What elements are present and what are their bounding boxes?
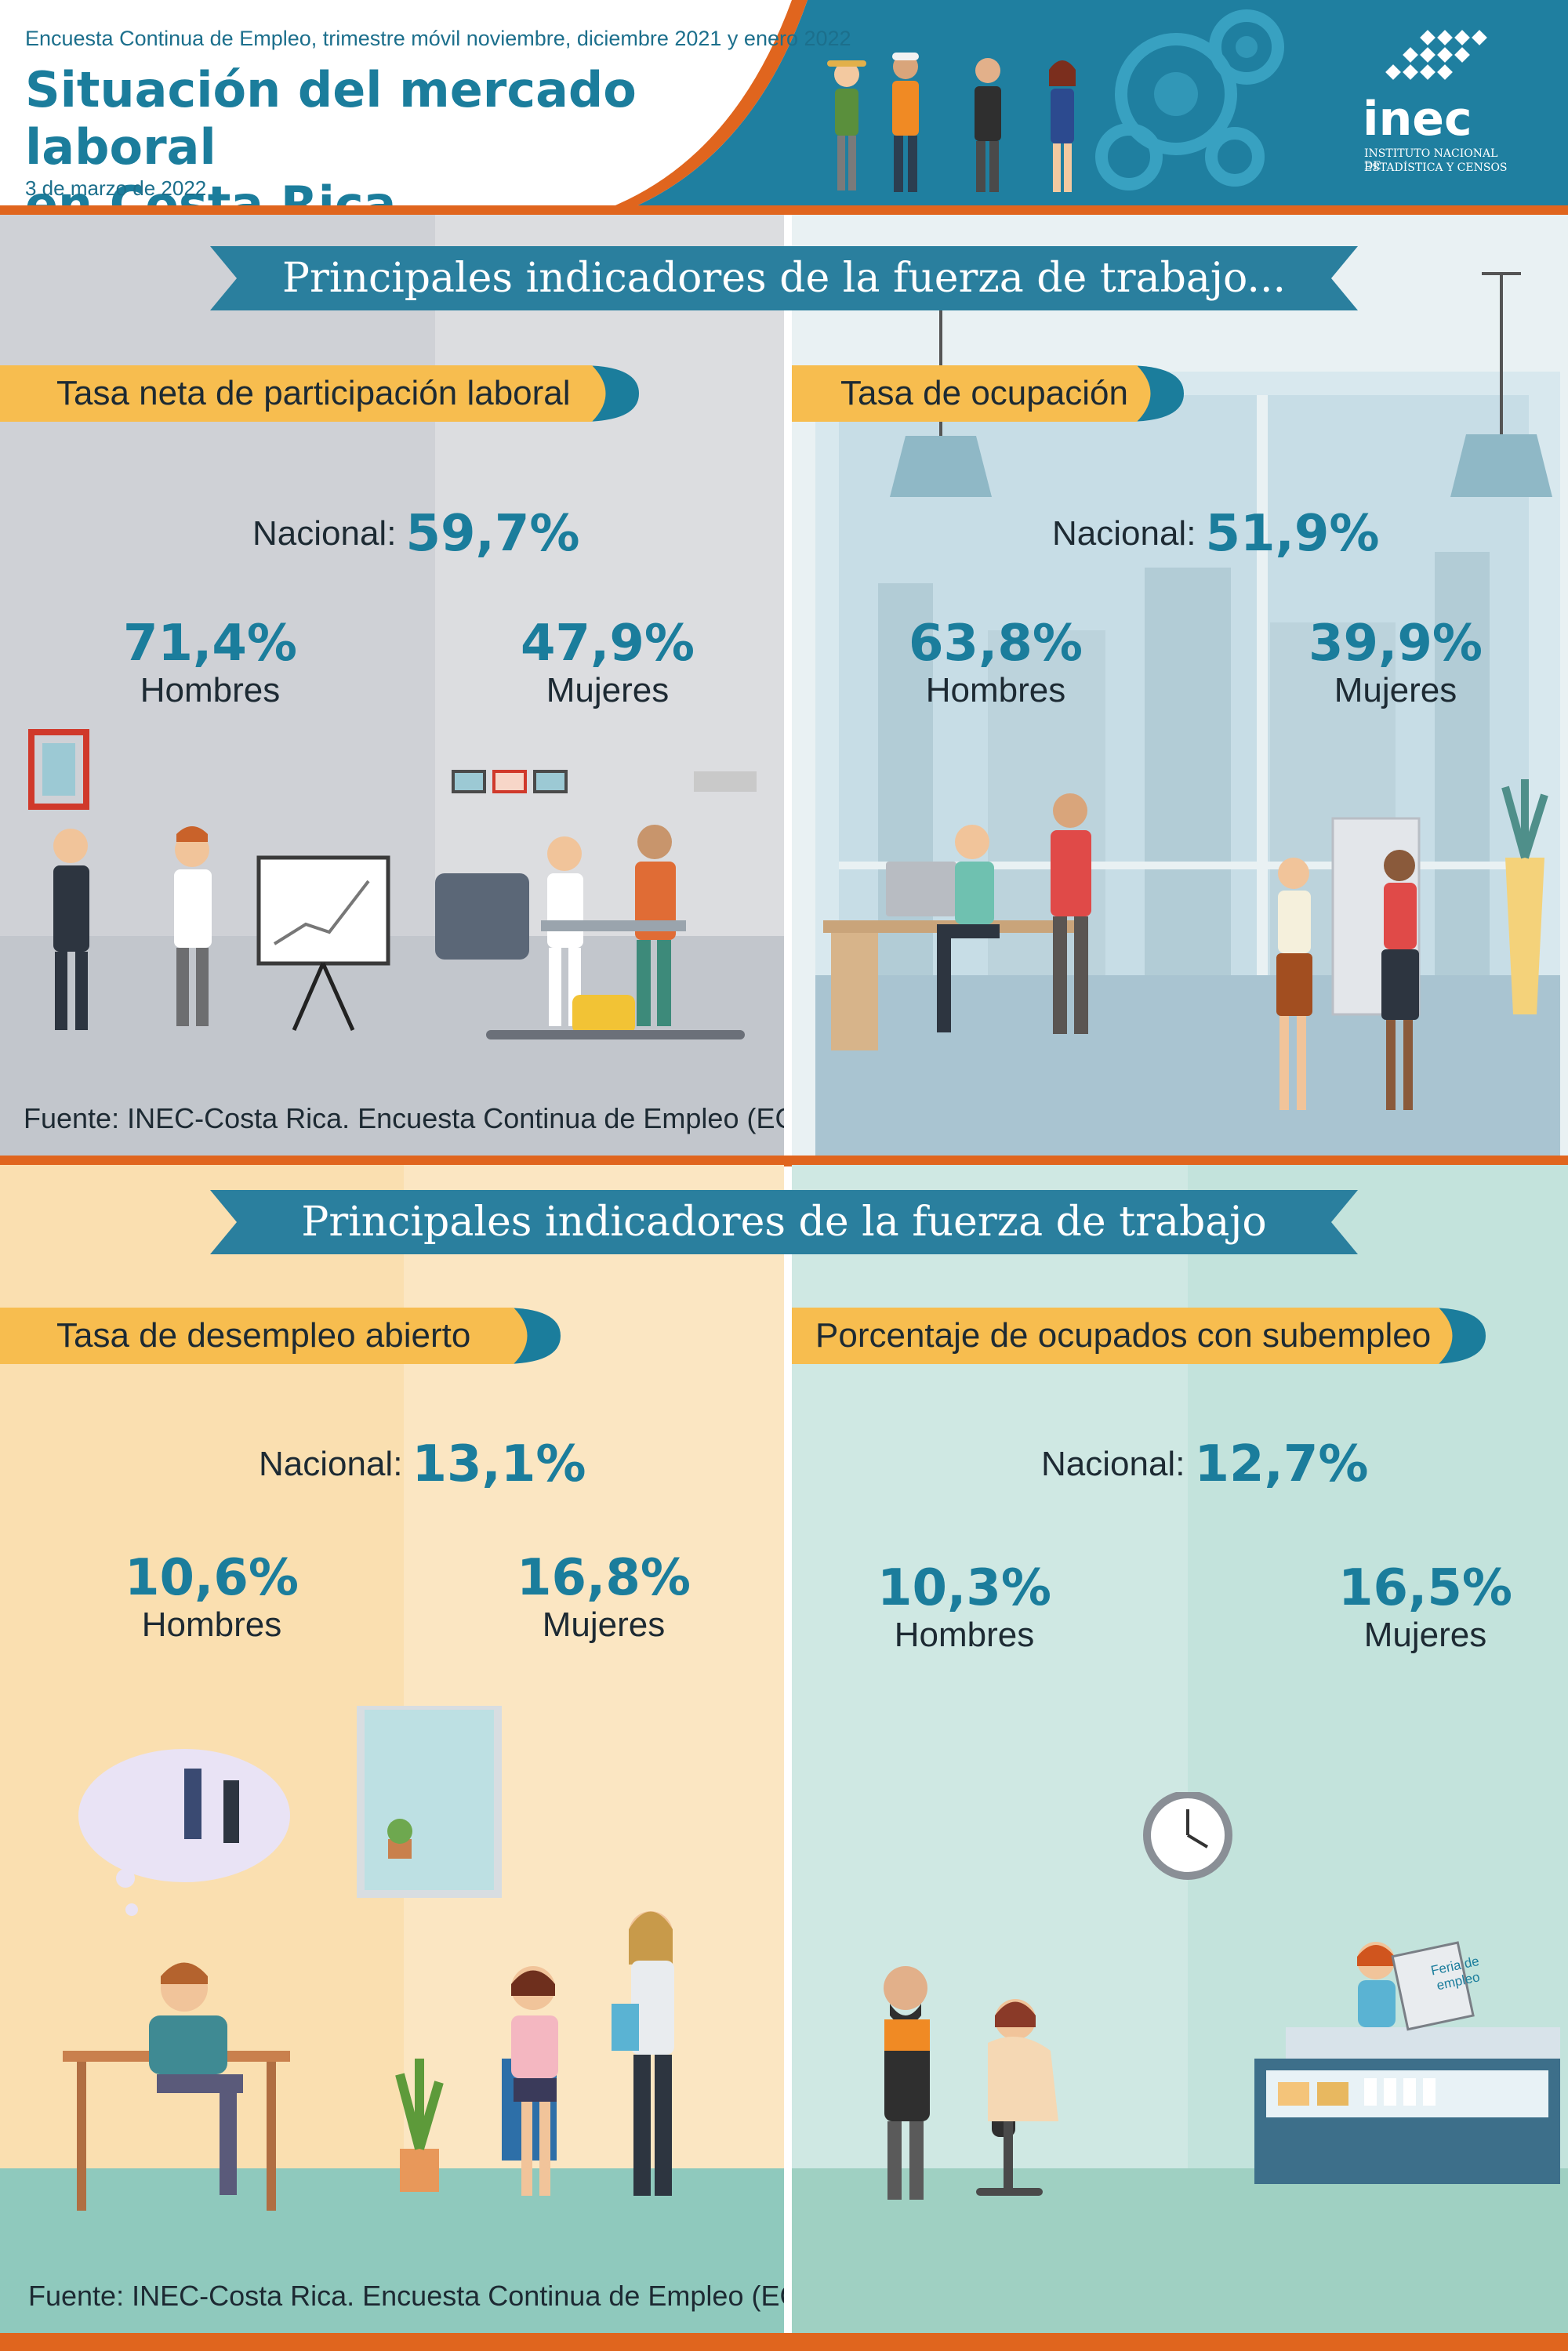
section-banner-top: Principales indicadores de la fuerza de … — [210, 246, 1358, 310]
source-note-top: Fuente: INEC-Costa Rica. Encuesta Contin… — [24, 1102, 784, 1134]
desempleo-nacional-value: 13,1% — [412, 1435, 586, 1493]
tag-subempleo: Porcentaje de ocupados con subempleo — [792, 1308, 1486, 1364]
desempleo-hombres: 10,6% Hombres — [86, 1553, 337, 1646]
participacion-hombres-value: 71,4% — [122, 615, 298, 673]
panel-desempleo: Tasa de desempleo abierto Nacional: 13,1%… — [0, 1165, 784, 2333]
inec-logo-sub1: INSTITUTO NACIONAL DE — [1364, 147, 1498, 172]
subempleo-mujeres-label: Mujeres — [1363, 1616, 1487, 1654]
title-line-2: en Costa Rica — [25, 176, 397, 210]
tag-desempleo: Tasa de desempleo abierto — [0, 1308, 561, 1364]
participacion-mujeres-value: 47,9% — [520, 615, 695, 673]
title-line-1: Situación del mercado laboral — [25, 61, 637, 176]
desempleo-nacional: Nacional: 13,1% — [259, 1435, 586, 1493]
panel-subempleo: Porcentaje de ocupados con subempleo Nac… — [792, 1165, 1568, 2333]
ocupacion-mujeres-value: 39,9% — [1308, 615, 1483, 673]
header-background — [604, 0, 1568, 210]
inec-logo-word: inec — [1363, 92, 1472, 147]
desempleo-mujeres: 16,8% Mujeres — [478, 1553, 729, 1646]
section-banner-bottom-label: Principales indicadores de la fuerza de … — [301, 1199, 1267, 1246]
participacion-nacional: Nacional: 59,7% — [252, 505, 579, 563]
ocupacion-nacional: Nacional: 51,9% — [1052, 505, 1379, 563]
participacion-hombres: 71,4% Hombres — [85, 619, 336, 712]
subempleo-hombres: 10,3% Hombres — [839, 1563, 1090, 1656]
participacion-nacional-label: Nacional: — [252, 514, 397, 553]
subempleo-nacional-value: 12,7% — [1194, 1435, 1369, 1493]
source-note-bottom: Fuente: INEC-Costa Rica. Encuesta Contin… — [28, 2280, 784, 2312]
tag-ocupacion-label: Tasa de ocupación — [840, 374, 1128, 412]
section-banner-bottom: Principales indicadores de la fuerza de … — [210, 1190, 1358, 1254]
panel-ocupacion: Tasa de ocupación Nacional: 51,9% 63,8% H… — [792, 215, 1568, 1156]
header-divider — [0, 205, 1568, 215]
desempleo-nacional-label: Nacional: — [259, 1445, 403, 1483]
subempleo-nacional-label: Nacional: — [1041, 1445, 1185, 1483]
ocupacion-nacional-value: 51,9% — [1205, 505, 1380, 563]
survey-subtitle: Encuesta Continua de Empleo, trimestre m… — [25, 27, 851, 50]
desempleo-hombres-label: Hombres — [141, 1605, 282, 1644]
panel-participacion: Tasa neta de participación laboral Nacio… — [0, 215, 784, 1156]
publication-date: 3 de marzo de 2022 — [25, 176, 207, 200]
participacion-mujeres: 47,9% Mujeres — [482, 619, 733, 712]
subempleo-mujeres-value: 16,5% — [1338, 1559, 1513, 1617]
desempleo-hombres-value: 10,6% — [124, 1549, 299, 1607]
ocupacion-hombres-label: Hombres — [925, 671, 1066, 709]
employees-illustration — [823, 779, 1548, 1110]
ocupacion-mujeres: 39,9% Mujeres — [1270, 619, 1521, 712]
tag-subempleo-label: Porcentaje de ocupados con subempleo — [815, 1316, 1432, 1355]
section-divider — [0, 1156, 1568, 1166]
inec-logo-mark — [1385, 30, 1487, 80]
tag-participacion: Tasa neta de participación laboral — [0, 365, 639, 422]
ocupacion-hombres: 63,8% Hombres — [870, 619, 1121, 712]
unemployed-illustration — [63, 1706, 674, 2211]
page-title: Situación del mercado laboral en Costa R… — [25, 61, 731, 210]
section-banner-top-label: Principales indicadores de la fuerza de … — [281, 255, 1287, 302]
header: Encuesta Continua de Empleo, trimestre m… — [0, 0, 1568, 210]
tag-desempleo-label: Tasa de desempleo abierto — [56, 1316, 471, 1355]
ocupacion-nacional-label: Nacional: — [1052, 514, 1196, 553]
participacion-nacional-value: 59,7% — [405, 505, 580, 563]
subempleo-hombres-label: Hombres — [894, 1616, 1035, 1654]
subempleo-nacional: Nacional: 12,7% — [1041, 1435, 1368, 1493]
participacion-mujeres-label: Mujeres — [546, 671, 670, 709]
footer-divider — [0, 2333, 1568, 2351]
office-meeting-illustration — [28, 729, 757, 1039]
office-window-background — [815, 272, 1560, 1156]
tag-participacion-label: Tasa neta de participación laboral — [56, 374, 571, 412]
desempleo-mujeres-label: Mujeres — [542, 1605, 666, 1644]
tag-ocupacion: Tasa de ocupación — [792, 365, 1184, 422]
subempleo-mujeres: 16,5% Mujeres — [1300, 1563, 1551, 1656]
ocupacion-hombres-value: 63,8% — [908, 615, 1083, 673]
desempleo-mujeres-value: 16,8% — [516, 1549, 691, 1607]
participacion-hombres-label: Hombres — [140, 671, 281, 709]
ocupacion-mujeres-label: Mujeres — [1334, 671, 1457, 709]
inec-logo-sub2: ESTADÍSTICA Y CENSOS — [1364, 161, 1508, 174]
underemployed-illustration — [884, 1792, 1560, 2200]
workers-illustration — [827, 53, 1076, 192]
subempleo-hombres-value: 10,3% — [877, 1559, 1052, 1617]
inec-logo: inec INSTITUTO NACIONAL DE ESTADÍSTICA Y… — [1356, 24, 1513, 180]
